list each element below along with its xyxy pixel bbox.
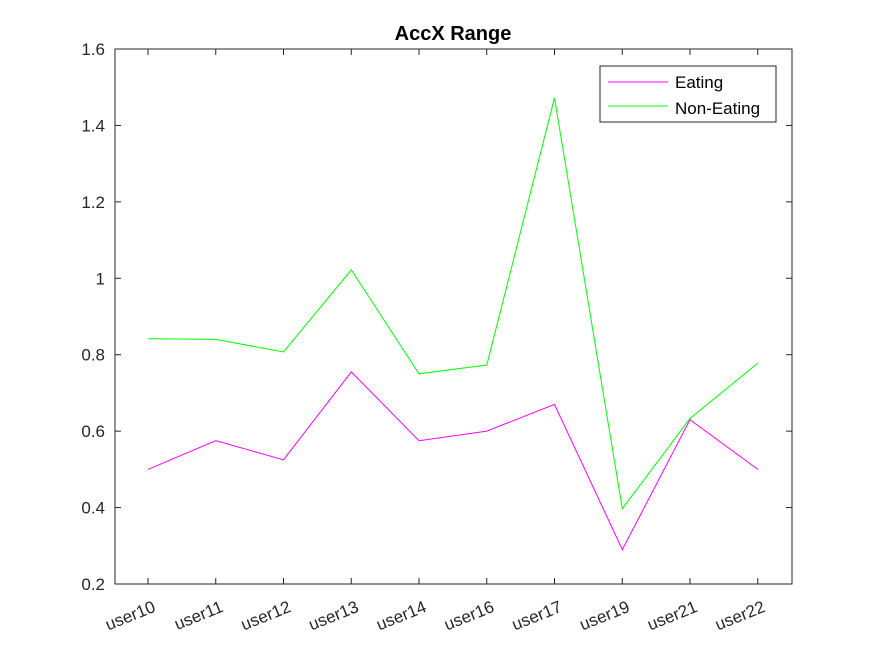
x-tick-label: user19 — [577, 597, 632, 634]
y-tick-label: 1.4 — [81, 116, 105, 135]
x-tick-label: user12 — [238, 597, 293, 634]
plot-area — [115, 49, 792, 584]
y-tick-label: 0.6 — [81, 422, 105, 441]
x-tick-label: user17 — [509, 597, 564, 634]
y-tick-label: 0.8 — [81, 346, 105, 365]
chart-title: AccX Range — [395, 23, 512, 45]
y-tick-label: 0.4 — [81, 499, 105, 518]
series-line-eating — [147, 371, 759, 551]
legend-box — [599, 65, 777, 123]
y-tick-label: 1.2 — [81, 193, 105, 212]
axes-box — [114, 48, 793, 585]
x-tick-label: user22 — [712, 597, 767, 634]
y-tick-label: 0.2 — [81, 575, 105, 594]
series-layer — [147, 97, 759, 551]
legend: Eating Non-Eating — [599, 65, 777, 123]
y-tick-label: 1 — [96, 269, 105, 288]
y-tick-label: 1.6 — [81, 40, 105, 59]
legend-label-eating: Eating — [675, 73, 723, 92]
x-tick-label: user13 — [306, 597, 361, 634]
series-line-non-eating — [147, 97, 759, 510]
x-tick-label: user21 — [645, 597, 700, 634]
x-tick-label: user14 — [374, 597, 429, 634]
legend-label-non-eating: Non-Eating — [675, 99, 760, 118]
x-tick-label: user11 — [172, 597, 226, 634]
x-tick-label: user16 — [441, 597, 496, 634]
x-tick-label: user10 — [103, 597, 158, 634]
